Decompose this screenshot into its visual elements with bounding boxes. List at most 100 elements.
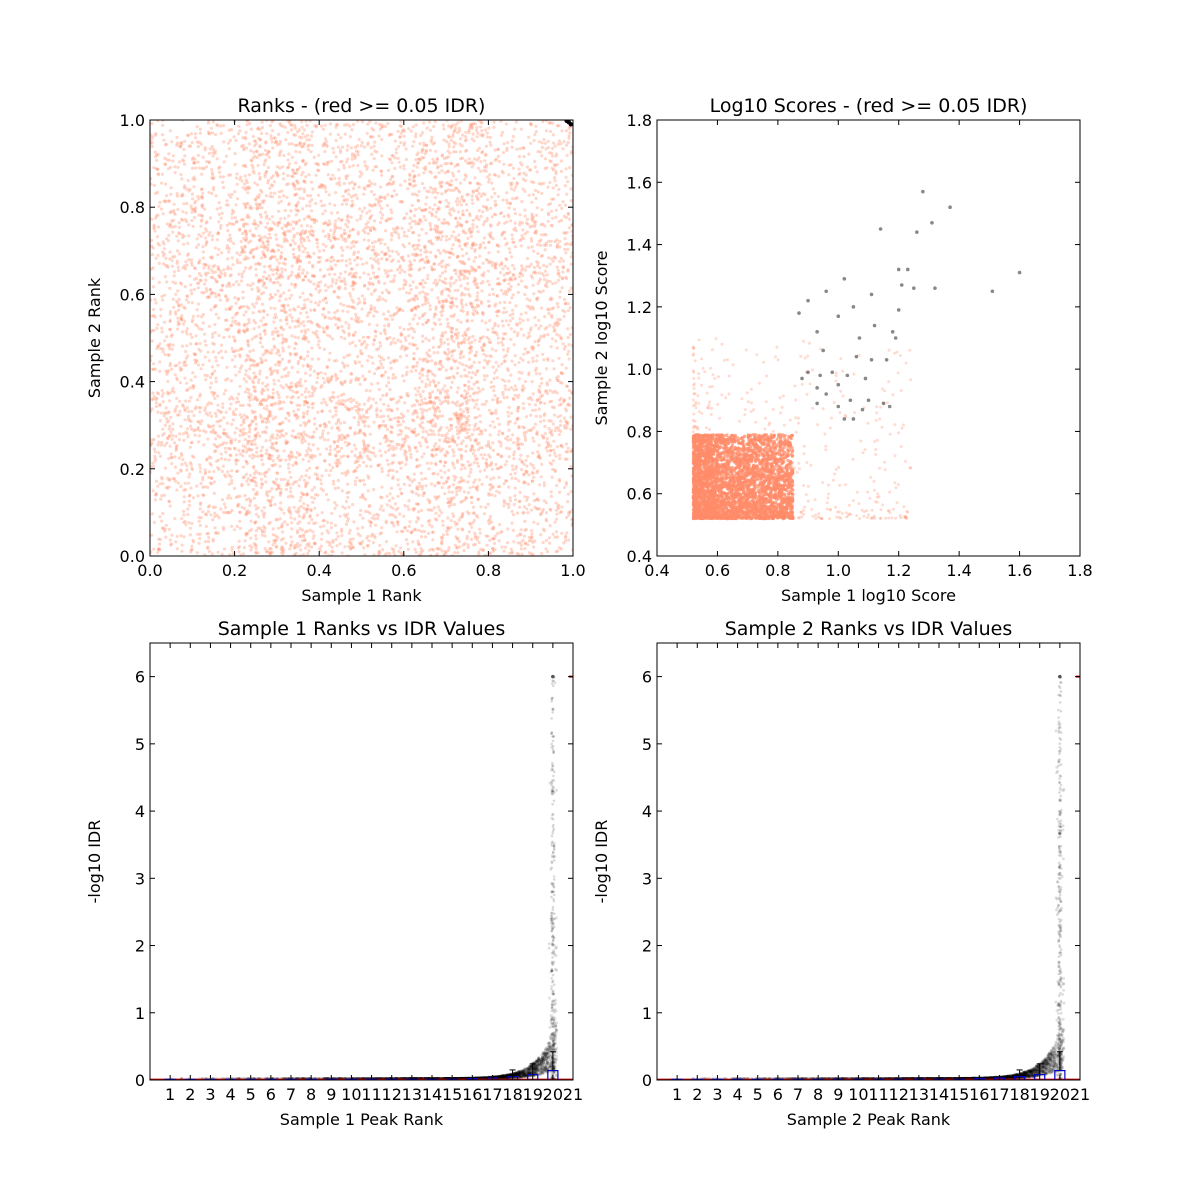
rank-point bbox=[265, 349, 269, 353]
rank-point bbox=[458, 352, 462, 356]
rank-point bbox=[494, 330, 498, 334]
rank-point bbox=[462, 490, 466, 494]
rank-point bbox=[525, 285, 529, 289]
rank-point bbox=[508, 313, 512, 317]
rank-point bbox=[389, 486, 394, 490]
rank-point bbox=[437, 235, 441, 239]
rank-point bbox=[440, 400, 445, 404]
rank-point bbox=[490, 537, 494, 541]
rank-point bbox=[392, 189, 396, 193]
rank-point bbox=[508, 250, 512, 255]
rank-point bbox=[405, 353, 409, 358]
rank-point bbox=[548, 507, 552, 511]
rank-point bbox=[372, 553, 376, 556]
rank-point bbox=[383, 317, 387, 321]
rank-point bbox=[499, 271, 503, 275]
rank-point bbox=[530, 529, 534, 533]
rank-point bbox=[487, 180, 491, 184]
rank-point bbox=[465, 374, 469, 378]
rank-point bbox=[548, 298, 552, 302]
rank-point bbox=[380, 291, 384, 295]
rank-point bbox=[230, 524, 234, 528]
rank-point bbox=[211, 518, 215, 522]
rank-point bbox=[561, 276, 565, 280]
rank-point bbox=[558, 510, 562, 515]
rank-point bbox=[494, 349, 498, 353]
rank-point bbox=[476, 298, 480, 302]
rank-point bbox=[199, 392, 203, 396]
rank-point bbox=[384, 271, 388, 275]
rank-point bbox=[190, 409, 194, 414]
rank-point bbox=[342, 181, 346, 186]
rank-point bbox=[530, 200, 534, 204]
rank-point bbox=[437, 318, 441, 322]
rank-point bbox=[244, 532, 248, 536]
rank-point bbox=[358, 275, 362, 280]
rank-point bbox=[389, 361, 393, 365]
rank-point bbox=[158, 369, 162, 373]
rank-point bbox=[154, 397, 158, 402]
rank-point bbox=[190, 544, 194, 548]
rank-point bbox=[236, 330, 240, 334]
rank-point bbox=[234, 400, 238, 404]
rank-point bbox=[518, 321, 522, 325]
rank-point bbox=[364, 464, 369, 468]
rank-point bbox=[473, 439, 477, 443]
rank-point bbox=[386, 444, 390, 448]
rank-point bbox=[557, 503, 561, 507]
rank-point bbox=[405, 529, 410, 533]
rank-point bbox=[282, 367, 286, 372]
rank-point bbox=[566, 141, 570, 145]
rank-point bbox=[497, 244, 501, 248]
rank-point bbox=[473, 269, 477, 273]
rank-point bbox=[227, 335, 232, 339]
rank-point bbox=[417, 493, 421, 497]
rank-point bbox=[510, 145, 514, 149]
rank-point bbox=[356, 256, 360, 260]
rank-point bbox=[281, 386, 285, 390]
rank-point bbox=[262, 310, 266, 314]
rank-point bbox=[497, 433, 501, 437]
rank-point bbox=[303, 141, 307, 146]
rank-point bbox=[247, 434, 251, 439]
rank-point bbox=[479, 169, 483, 173]
rank-point bbox=[273, 502, 277, 507]
rank-point bbox=[551, 359, 555, 363]
rank-point bbox=[449, 417, 453, 421]
rank-point bbox=[486, 440, 490, 444]
rank-point bbox=[198, 502, 203, 506]
rank-point bbox=[298, 378, 303, 382]
rank-point bbox=[384, 288, 389, 292]
rank-point bbox=[388, 314, 393, 318]
rank-point bbox=[381, 373, 385, 377]
rank-point bbox=[324, 550, 328, 555]
rank-point bbox=[163, 162, 167, 167]
rank-point bbox=[455, 417, 459, 421]
rank-point bbox=[509, 183, 513, 187]
rank-point bbox=[328, 463, 332, 467]
rank-point bbox=[484, 444, 488, 448]
rank-point bbox=[481, 548, 486, 553]
rank-point bbox=[376, 463, 380, 467]
rank-point bbox=[528, 328, 533, 332]
rank-point bbox=[295, 202, 299, 207]
rank-point bbox=[385, 408, 389, 412]
rank-point bbox=[261, 201, 265, 205]
rank-point bbox=[263, 471, 268, 475]
rank-point bbox=[150, 217, 154, 221]
rank-point bbox=[178, 399, 182, 403]
rank-point bbox=[319, 478, 323, 482]
rank-point bbox=[479, 160, 483, 164]
rank-point bbox=[415, 449, 419, 453]
rank-point bbox=[164, 142, 168, 147]
rank-point bbox=[426, 498, 430, 502]
rank-point bbox=[474, 194, 479, 198]
rank-point bbox=[428, 128, 433, 132]
rank-point bbox=[276, 535, 280, 540]
rank-point bbox=[401, 374, 405, 378]
rank-point bbox=[475, 225, 479, 229]
rank-point bbox=[535, 430, 539, 434]
rank-point bbox=[186, 241, 190, 245]
rank-point bbox=[173, 165, 177, 169]
rank-point bbox=[533, 403, 538, 407]
